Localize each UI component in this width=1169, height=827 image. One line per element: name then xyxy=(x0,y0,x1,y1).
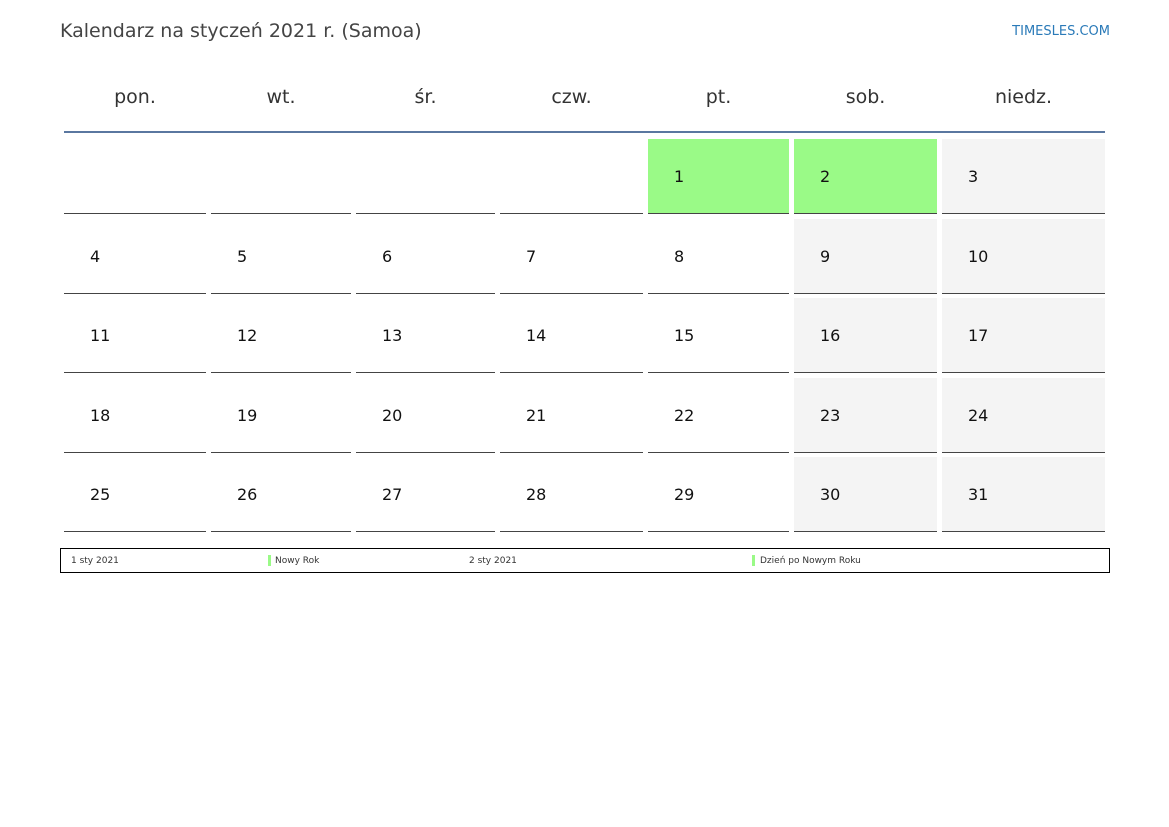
day-cell: 20 xyxy=(356,378,495,453)
day-cell: 13 xyxy=(356,298,495,373)
day-cell xyxy=(356,139,495,214)
day-cell: 14 xyxy=(500,298,643,373)
day-number: 17 xyxy=(968,326,989,345)
day-number: 24 xyxy=(968,405,989,425)
day-cell: 27 xyxy=(356,457,495,532)
day-number: 15 xyxy=(674,326,695,345)
day-cell xyxy=(500,139,643,214)
day-cell: 7 xyxy=(500,219,643,294)
header-rule xyxy=(64,131,1105,133)
day-cell: 21 xyxy=(500,378,643,453)
day-number: 18 xyxy=(90,405,111,425)
site-link[interactable]: TIMESLES.COM xyxy=(1012,24,1110,39)
day-cell xyxy=(64,139,206,214)
holiday-date: 1 sty 2021 xyxy=(71,556,119,566)
weekday-header: wt. xyxy=(266,86,296,108)
day-cell: 3 xyxy=(942,139,1105,214)
day-cell: 31 xyxy=(942,457,1105,532)
day-cell: 9 xyxy=(794,218,937,294)
day-number: 13 xyxy=(382,326,403,345)
day-cell: 15 xyxy=(648,298,789,373)
day-cell: 2 xyxy=(794,139,937,214)
day-number: 6 xyxy=(382,246,393,266)
day-number: 16 xyxy=(820,326,841,345)
day-number: 25 xyxy=(90,485,111,504)
holiday-date: 2 sty 2021 xyxy=(469,556,517,566)
day-cell: 22 xyxy=(648,378,789,453)
holiday-marker xyxy=(268,555,271,566)
day-number: 28 xyxy=(526,485,547,504)
day-cell: 24 xyxy=(942,377,1105,453)
day-number: 8 xyxy=(674,246,685,266)
day-number: 14 xyxy=(526,326,547,345)
weekday-header: sob. xyxy=(845,86,886,108)
day-number: 2 xyxy=(820,167,831,186)
day-number: 31 xyxy=(968,485,989,504)
day-number: 26 xyxy=(237,485,258,504)
day-number: 22 xyxy=(674,405,695,425)
weekday-header: śr. xyxy=(414,86,437,108)
day-number: 10 xyxy=(968,246,989,266)
day-cell: 10 xyxy=(942,218,1105,294)
day-number: 27 xyxy=(382,485,403,504)
day-cell: 12 xyxy=(211,298,351,373)
day-cell: 11 xyxy=(64,298,206,373)
day-number: 4 xyxy=(90,246,101,266)
title: Kalendarz na styczeń 2021 r. (Samoa) xyxy=(60,20,422,42)
legend: 1 sty 2021 Nowy Rok 2 sty 2021 Dzień po Now… xyxy=(60,548,1110,573)
day-cell: 19 xyxy=(211,378,351,453)
day-cell: 25 xyxy=(64,457,206,532)
day-number: 21 xyxy=(526,405,547,425)
day-number: 3 xyxy=(968,167,979,186)
day-cell: 8 xyxy=(648,219,789,294)
day-cell: 4 xyxy=(64,219,206,294)
day-number: 23 xyxy=(820,405,841,425)
day-number: 19 xyxy=(237,405,258,425)
day-cell: 6 xyxy=(356,219,495,294)
day-cell: 18 xyxy=(64,378,206,453)
weekday-header: pon. xyxy=(114,86,156,108)
day-number: 11 xyxy=(90,326,111,345)
day-number: 7 xyxy=(526,246,537,266)
day-cell xyxy=(211,139,351,214)
holiday-name: Dzień po Nowym Roku xyxy=(760,556,861,566)
day-cell: 29 xyxy=(648,457,789,532)
day-number: 9 xyxy=(820,246,831,266)
weekday-header: pt. xyxy=(705,86,732,108)
day-number: 5 xyxy=(237,246,248,266)
day-cell: 28 xyxy=(500,457,643,532)
day-cell: 16 xyxy=(794,298,937,373)
weekday-header: czw. xyxy=(551,86,592,108)
day-cell: 5 xyxy=(211,219,351,294)
weekday-header: niedz. xyxy=(994,86,1053,108)
day-number: 29 xyxy=(674,485,695,504)
day-cell: 30 xyxy=(794,457,937,532)
day-number: 20 xyxy=(382,405,403,425)
holiday-name: Nowy Rok xyxy=(275,556,320,566)
day-cell: 23 xyxy=(794,377,937,453)
day-cell: 26 xyxy=(211,457,351,532)
holiday-marker xyxy=(752,555,755,566)
day-number: 12 xyxy=(237,326,258,345)
day-cell: 17 xyxy=(942,298,1105,373)
day-cell: 1 xyxy=(648,139,789,214)
day-number: 1 xyxy=(674,167,685,186)
day-number: 30 xyxy=(820,485,841,504)
